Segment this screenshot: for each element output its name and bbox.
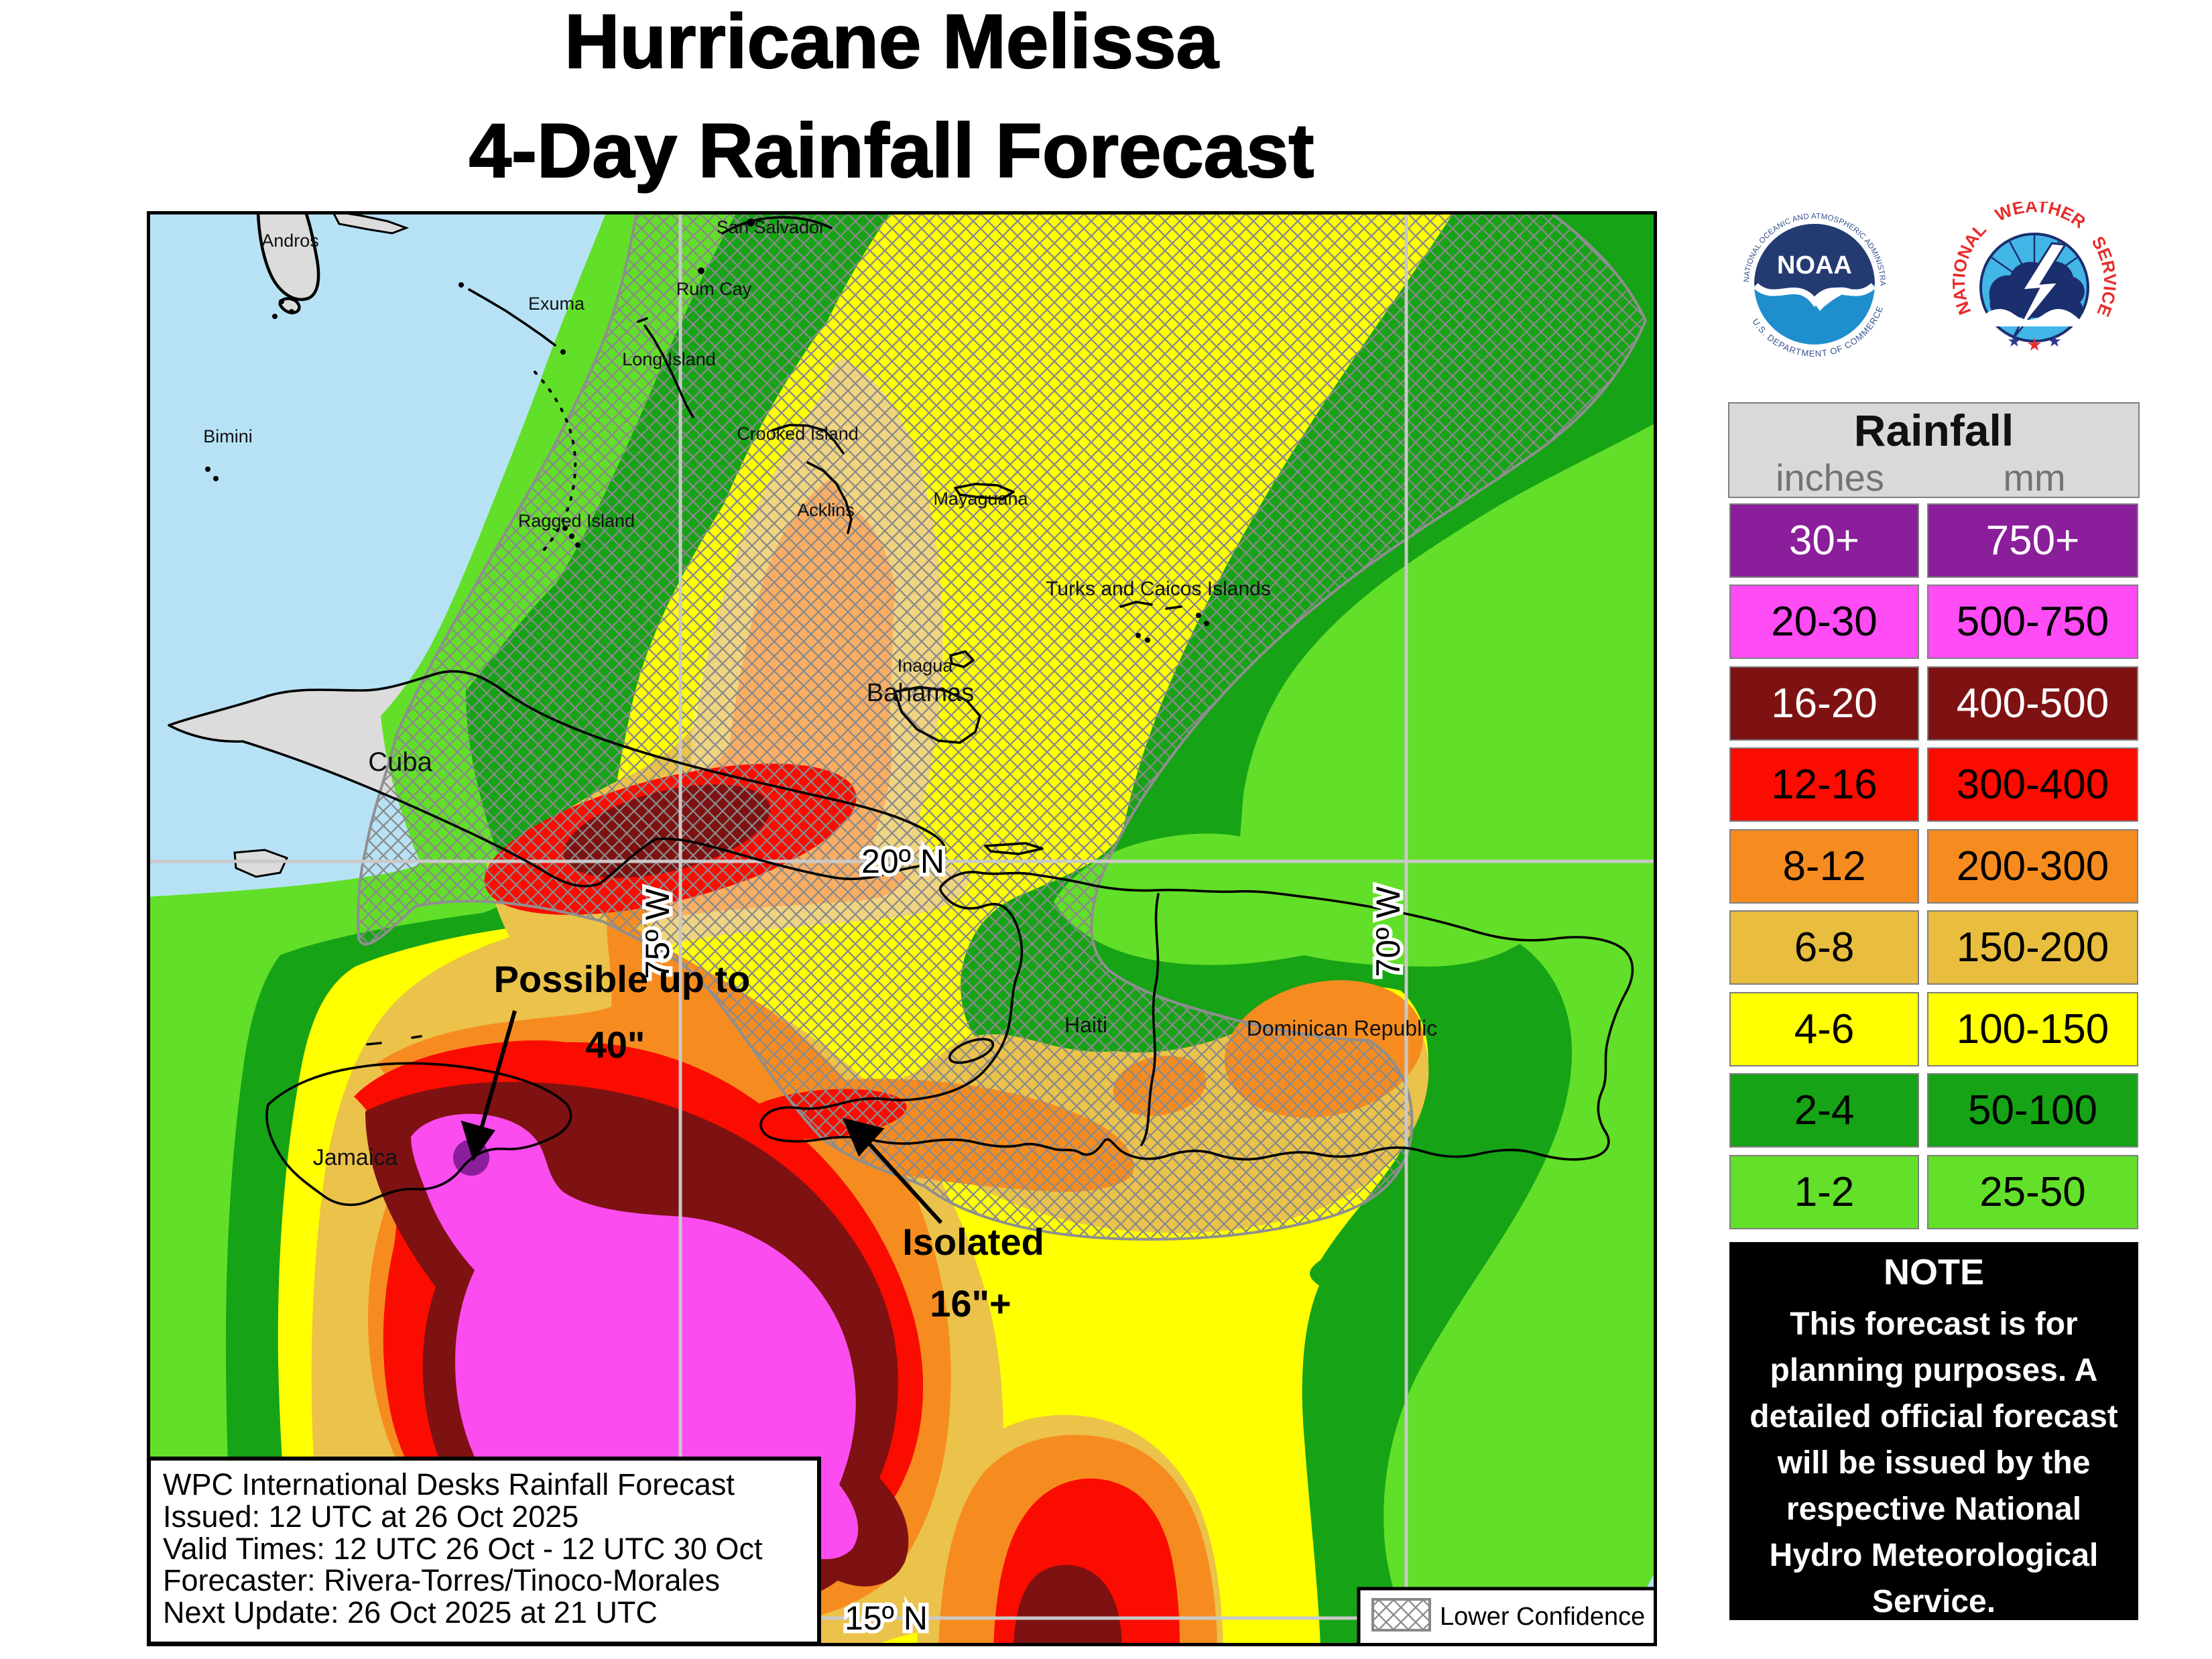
svg-text:Cuba: Cuba: [368, 747, 432, 777]
svg-text:15º N: 15º N: [845, 1599, 928, 1637]
svg-text:Issued: 12 UTC at 26 Oct 2025: Issued: 12 UTC at 26 Oct 2025: [163, 1499, 578, 1534]
svg-text:Rum Cay: Rum Cay: [676, 279, 752, 299]
svg-text:Exuma: Exuma: [528, 294, 585, 314]
svg-text:16"+: 16"+: [930, 1282, 1011, 1325]
svg-text:Andros: Andros: [261, 231, 319, 251]
svg-text:Lower Confidence: Lower Confidence: [1440, 1603, 1645, 1631]
svg-text:Bahamas: Bahamas: [867, 679, 975, 707]
svg-text:NOAA: NOAA: [1777, 251, 1852, 280]
svg-text:Next Update: 26 Oct 2025 at 21: Next Update: 26 Oct 2025 at 21 UTC: [163, 1595, 658, 1630]
svg-text:San Salvador: San Salvador: [717, 217, 825, 237]
svg-text:Possible up to: Possible up to: [494, 958, 751, 1000]
svg-text:★: ★: [2007, 332, 2022, 351]
svg-text:★: ★: [2047, 332, 2062, 351]
svg-text:Haiti: Haiti: [1064, 1013, 1107, 1037]
svg-text:Mayaguana: Mayaguana: [933, 489, 1028, 509]
svg-text:★: ★: [2026, 334, 2042, 355]
svg-text:70º W: 70º W: [1369, 886, 1407, 977]
svg-text:WPC International Desks Rainfa: WPC International Desks Rainfall Forecas…: [163, 1467, 735, 1501]
svg-text:Turks and Caicos Islands: Turks and Caicos Islands: [1046, 578, 1271, 600]
svg-text:75º W: 75º W: [639, 888, 676, 979]
svg-text:40": 40": [586, 1024, 646, 1066]
svg-text:Ragged Island: Ragged Island: [518, 511, 635, 531]
svg-text:20º N: 20º N: [861, 843, 944, 880]
svg-text:Crooked Island: Crooked Island: [737, 424, 859, 444]
svg-text:Dominican Republic: Dominican Republic: [1247, 1016, 1438, 1040]
svg-text:Acklins: Acklins: [797, 500, 855, 520]
svg-text:Long Island: Long Island: [622, 349, 716, 369]
svg-text:Forecaster: Rivera-Torres/Tino: Forecaster: Rivera-Torres/Tinoco-Morales: [163, 1563, 720, 1597]
svg-text:Valid Times: 12 UTC 26 Oct - 1: Valid Times: 12 UTC 26 Oct - 12 UTC 30 O…: [163, 1532, 763, 1566]
svg-text:Bimini: Bimini: [203, 426, 253, 446]
svg-text:Isolated: Isolated: [902, 1221, 1044, 1263]
svg-text:Inagua: Inagua: [898, 656, 954, 676]
svg-text:Jamaica: Jamaica: [313, 1145, 398, 1170]
